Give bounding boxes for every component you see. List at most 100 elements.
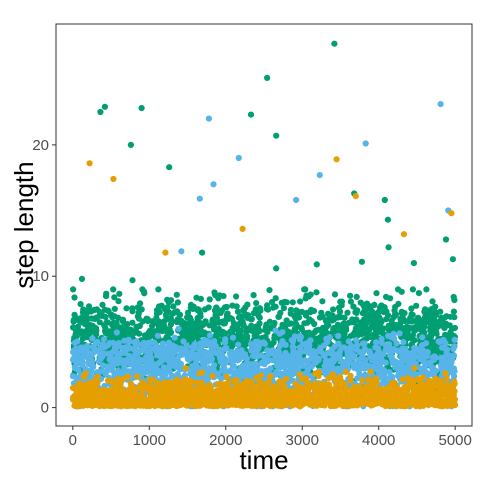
data-point-state_3 <box>275 313 282 320</box>
data-point-state_2 <box>391 335 398 342</box>
data-point-state_1 <box>347 372 354 379</box>
data-point-state_2 <box>279 340 286 347</box>
data-point-state_1 <box>304 383 312 390</box>
data-point-state_3 <box>266 287 273 294</box>
data-point-state_1 <box>168 391 175 398</box>
data-point-state_1 <box>333 390 340 397</box>
data-point-state_1 <box>260 390 268 397</box>
data-point-state_3 <box>301 286 308 293</box>
data-point-state_1 <box>69 384 77 392</box>
data-point-state_2 <box>234 351 241 358</box>
data-point-state_3 <box>174 316 181 323</box>
data-point-state_3 <box>139 286 146 293</box>
data-point-state_3 <box>338 302 345 309</box>
data-point-state_3 <box>368 309 375 316</box>
data-point-state_2-outlier <box>316 172 323 179</box>
data-point-state_1 <box>393 384 400 391</box>
data-point-state_1 <box>298 387 305 394</box>
data-point-state_1 <box>427 385 434 392</box>
data-point-state_2 <box>73 361 80 368</box>
data-point-state_3-outlier <box>449 256 456 263</box>
data-point-state_2 <box>275 370 282 377</box>
data-point-state_2 <box>272 327 279 334</box>
data-point-state_3 <box>184 314 191 321</box>
data-point-state_3 <box>319 298 326 305</box>
data-point-state_2 <box>260 339 267 346</box>
data-point-state_1 <box>233 377 240 384</box>
data-point-state_3 <box>209 320 216 327</box>
data-point-state_3-outlier <box>78 275 86 282</box>
data-point-state_2 <box>243 368 251 375</box>
data-point-state_1 <box>127 392 134 399</box>
data-point-state_2 <box>159 357 166 364</box>
data-point-state_3 <box>330 326 337 333</box>
data-point-state_1 <box>187 399 194 406</box>
data-point-state_2 <box>432 354 439 361</box>
data-point-state_3-outlier <box>358 258 365 265</box>
data-point-state_2 <box>186 350 193 357</box>
data-point-state_1 <box>277 389 284 396</box>
data-point-state_3 <box>115 298 122 305</box>
data-point-state_3-outlier <box>264 74 271 81</box>
data-point-state_1 <box>256 381 263 388</box>
data-point-state_1 <box>283 375 290 383</box>
data-point-state_2 <box>75 367 82 374</box>
data-point-state_1 <box>274 402 281 409</box>
data-point-state_2 <box>367 354 374 361</box>
data-point-state_3-outlier <box>384 216 391 223</box>
data-point-state_1 <box>265 395 272 402</box>
data-point-state_1 <box>288 396 295 404</box>
data-point-state_2 <box>200 350 207 357</box>
data-point-state_2 <box>373 339 380 346</box>
data-point-state_2 <box>89 343 96 351</box>
data-point-state_1 <box>194 398 201 405</box>
data-point-state_3 <box>403 332 410 339</box>
data-point-state_3 <box>88 315 95 322</box>
data-point-state_3 <box>323 323 330 330</box>
data-point-state_1 <box>82 391 89 398</box>
data-point-state_1 <box>315 372 322 380</box>
data-point-state_2 <box>247 363 254 370</box>
data-point-state_2 <box>190 344 197 351</box>
data-point-state_3 <box>344 309 351 316</box>
data-point-state_3 <box>398 310 405 317</box>
data-point-state_2 <box>335 332 342 340</box>
data-point-state_3 <box>380 309 387 316</box>
data-point-state_2-outlier <box>235 154 242 162</box>
data-point-state_2 <box>242 351 249 358</box>
data-point-state_2 <box>180 338 187 345</box>
data-point-state_3 <box>439 318 446 325</box>
data-point-state_1 <box>330 401 337 408</box>
data-point-state_1 <box>181 376 188 383</box>
data-point-state_2-outlier <box>178 248 185 255</box>
data-point-state_2 <box>418 342 425 349</box>
data-point-state_1 <box>147 376 154 383</box>
data-point-state_1 <box>182 365 189 372</box>
data-point-state_1 <box>347 377 354 384</box>
data-point-state_3-outlier <box>442 236 450 243</box>
data-point-state_2 <box>165 357 172 364</box>
data-point-state_3-outlier <box>138 105 145 112</box>
data-point-state_1 <box>451 380 458 387</box>
data-point-state_3 <box>70 324 77 331</box>
data-point-state_1 <box>359 377 366 384</box>
data-point-state_1 <box>417 377 424 384</box>
data-point-state_2 <box>306 350 313 357</box>
data-point-state_3 <box>219 330 226 337</box>
data-point-state_3 <box>413 302 420 309</box>
data-point-state_1 <box>380 394 387 402</box>
data-point-state_1 <box>443 375 450 382</box>
data-point-state_3 <box>234 308 242 315</box>
data-point-state_3 <box>70 286 77 293</box>
data-point-state_3 <box>409 286 416 293</box>
data-point-state_3 <box>130 328 137 335</box>
data-point-state_3 <box>399 314 406 322</box>
data-point-state_2 <box>99 353 106 360</box>
data-point-state_3 <box>331 291 339 298</box>
data-point-state_3 <box>124 321 131 328</box>
data-point-state_3 <box>383 293 390 300</box>
data-point-state_2 <box>302 340 310 347</box>
data-point-state_2 <box>395 369 403 376</box>
data-point-state_1 <box>276 378 283 385</box>
data-point-state_3 <box>253 300 260 307</box>
